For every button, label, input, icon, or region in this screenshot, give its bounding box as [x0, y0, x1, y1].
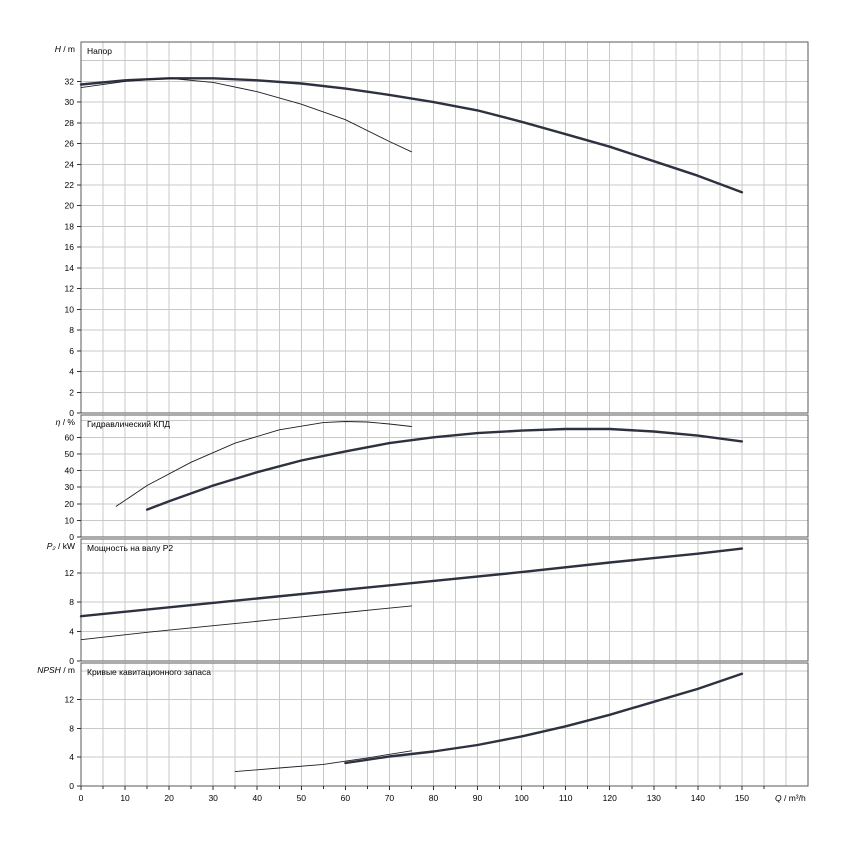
y-tick-label: 0 [69, 408, 74, 418]
x-tick-label: 130 [647, 793, 661, 803]
y-tick-label: 10 [65, 304, 75, 314]
x-tick-label: 110 [559, 793, 573, 803]
panel-frame [80, 414, 809, 538]
x-tick-label: 70 [385, 793, 395, 803]
chart-panel-3: P₂ / kW [47, 538, 809, 662]
panel-title: Напор [87, 46, 112, 56]
y-tick-label: 26 [65, 139, 75, 149]
x-axis-variable: Q [775, 793, 782, 803]
y-axis-unit: / m [61, 665, 75, 675]
panel-frame [80, 538, 809, 662]
y-tick-label: 8 [69, 597, 74, 607]
y-tick-label: 20 [65, 201, 75, 211]
y-tick-label: 10 [65, 515, 75, 525]
y-tick-label: 0 [69, 532, 74, 542]
y-axis-label: NPSH / m [37, 665, 75, 675]
x-axis: Q / m³/h [80, 786, 806, 803]
x-axis-unit: / m³/h [782, 793, 806, 803]
x-tick-label: 20 [164, 793, 174, 803]
y-tick-label: 50 [65, 449, 75, 459]
x-tick-label: 60 [341, 793, 351, 803]
y-tick-label: 16 [65, 242, 75, 252]
x-tick-label: 100 [515, 793, 529, 803]
series-line-reduced [80, 605, 412, 641]
y-tick-label: 12 [65, 284, 75, 294]
x-tick-label: 80 [429, 793, 439, 803]
x-tick-label: 90 [473, 793, 483, 803]
x-tick-label: 150 [735, 793, 749, 803]
panel-title: Мощность на валу P2 [87, 543, 173, 553]
y-tick-label: 12 [65, 695, 75, 705]
x-tick-label: 120 [603, 793, 617, 803]
y-tick-label: 60 [65, 432, 75, 442]
x-tick-label: 0 [79, 793, 84, 803]
series-line-full-impeller [344, 672, 744, 765]
series-line-reduced [234, 750, 412, 773]
panel-title: Гидравлический КПД [87, 419, 170, 429]
y-tick-label: 4 [69, 367, 74, 377]
y-tick-label: 40 [65, 466, 75, 476]
y-axis-label: P₂ / kW [47, 541, 75, 551]
y-tick-label: 14 [65, 263, 75, 273]
x-tick-label: 140 [691, 793, 705, 803]
x-tick-label: 40 [253, 793, 263, 803]
y-tick-label: 18 [65, 221, 75, 231]
y-axis-unit: / % [60, 417, 75, 427]
series-line-full-impeller [79, 547, 744, 618]
chart-panel-1: H / m [55, 41, 809, 414]
y-tick-label: 24 [65, 159, 75, 169]
panel-title: Кривые кавитационного запаса [87, 667, 211, 677]
y-axis-unit: / m [61, 44, 75, 54]
y-tick-label: 12 [65, 568, 75, 578]
panel-frame [80, 41, 809, 414]
x-tick-label: 30 [208, 793, 218, 803]
y-axis-variable: η [56, 417, 61, 427]
x-tick-label: 10 [120, 793, 130, 803]
y-tick-label: 32 [65, 76, 75, 86]
x-tick-label: 50 [297, 793, 307, 803]
y-tick-label: 4 [69, 752, 74, 762]
series-line-reduced [80, 77, 412, 153]
series-line-full-impeller [145, 427, 744, 511]
y-tick-label: 30 [65, 97, 75, 107]
y-tick-label: 30 [65, 482, 75, 492]
series-line-full-impeller [79, 77, 744, 194]
y-tick-label: 28 [65, 118, 75, 128]
chart-panel-2: η / % [56, 414, 809, 538]
y-tick-label: 8 [69, 723, 74, 733]
y-axis-label: η / % [56, 417, 76, 427]
y-tick-label: 0 [69, 656, 74, 666]
y-tick-label: 6 [69, 346, 74, 356]
y-axis-variable: H [55, 44, 62, 54]
y-tick-label: 20 [65, 499, 75, 509]
y-tick-label: 2 [69, 387, 74, 397]
y-tick-label: 4 [69, 627, 74, 637]
y-tick-label: 0 [69, 781, 74, 791]
y-axis-variable: NPSH [37, 665, 61, 675]
y-axis-label: H / m [55, 44, 75, 54]
panel-frame [80, 662, 809, 787]
series-line-reduced [115, 421, 412, 507]
y-axis-variable: P₂ [47, 541, 57, 551]
y-tick-label: 22 [65, 180, 75, 190]
y-tick-label: 8 [69, 325, 74, 335]
chart-panel-4: NPSH / m [37, 662, 809, 787]
y-axis-unit: / kW [56, 541, 75, 551]
x-axis-label: Q / m³/h [775, 793, 806, 803]
